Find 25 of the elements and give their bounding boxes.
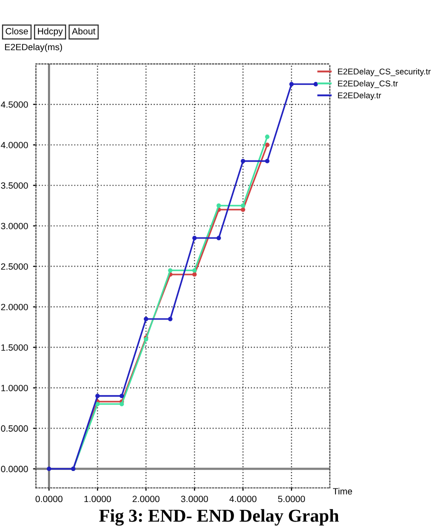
y-tick-label: 2.5000 [1, 263, 28, 270]
x-tick-label: 0.0000 [36, 496, 62, 502]
x-tick-label: 5.0000 [278, 496, 305, 502]
x-axis-title: Time [332, 488, 352, 495]
x-tick-label: 2.0000 [132, 496, 160, 502]
text: Fig 3: END- END Delay Graph [99, 509, 339, 526]
text: Hdcpy [38, 28, 63, 36]
y-tick-label: 1.5000 [1, 344, 28, 351]
y-axis-title: E2EDelay(ms) [5, 44, 62, 52]
x-tick-label: 3.0000 [181, 496, 208, 502]
y-tick-label: 3.5000 [1, 182, 28, 189]
y-tick-label: 2.0000 [1, 304, 28, 310]
y-tick-label: 3.0000 [1, 222, 28, 230]
y-tick-label: 4.0000 [0, 142, 28, 148]
y-tick-label: 0.0000 [1, 466, 28, 472]
y-tick-label: 1.0000 [1, 384, 28, 392]
text: About [72, 28, 96, 34]
legend-label: E2EDelay_CS_security.tr [338, 68, 431, 76]
legend-label: E2EDelay_CS.tr [338, 80, 398, 88]
x-tick-label: 1.0000 [84, 496, 111, 502]
y-tick-label: 4.5000 [0, 101, 28, 108]
x-tick-label: 4.0000 [229, 496, 256, 502]
text: Close [6, 28, 28, 34]
legend-label: E2EDelay.tr [338, 92, 382, 100]
y-tick-label: 0.5000 [1, 425, 28, 432]
